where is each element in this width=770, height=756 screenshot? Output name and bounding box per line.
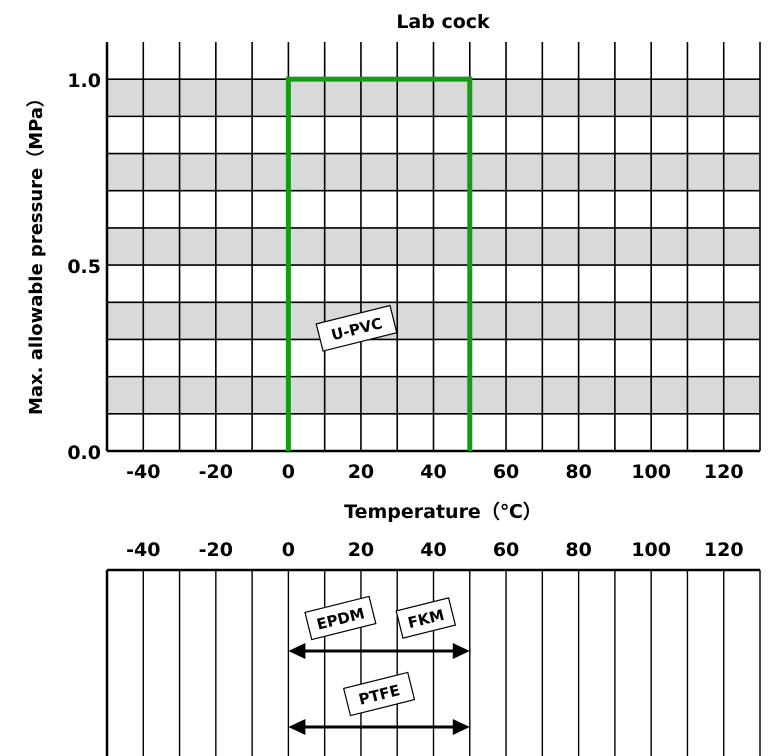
series-line [285, 76, 473, 451]
pressure-chart: Lab cock Max. allowable pressure（MPa） Te… [26, 11, 761, 523]
range-label-box [304, 595, 377, 641]
x-tick-label: 100 [631, 461, 671, 483]
y-tick-label: 0.0 [67, 442, 101, 464]
y-axis-label: Max. allowable pressure（MPa） [26, 89, 47, 415]
chart-title: Lab cock [396, 11, 490, 33]
lower-x-tick-label: 80 [565, 539, 591, 561]
range-arrow-head-right [452, 643, 470, 659]
lower-gridlines [105, 568, 761, 756]
lower-x-tick-label: -20 [199, 539, 233, 561]
x-tick-label: -40 [126, 461, 160, 483]
y-tick-labels: 0.0 0.5 1.0 [67, 70, 101, 464]
x-tick-label: 40 [420, 461, 446, 483]
lower-x-tick-label: 40 [420, 539, 446, 561]
range-arrow-head-right [452, 719, 470, 735]
x-tick-label: 0 [282, 461, 295, 483]
range-label-box [395, 597, 457, 639]
range-label: FKM [395, 597, 457, 639]
seal-material-chart: -40 -20 0 20 40 60 80 100 120 EPDM FKM PTFE [105, 539, 761, 756]
lower-x-tick-label: 120 [704, 539, 744, 561]
lower-x-tick-label: 60 [493, 539, 519, 561]
x-tick-label: -20 [199, 461, 233, 483]
range-arrow-head-left [288, 719, 306, 735]
y-tick-label: 1.0 [67, 70, 101, 92]
x-tick-labels: -40 -20 0 20 40 60 80 100 120 [126, 461, 743, 483]
range-label: EPDM [304, 595, 377, 641]
x-tick-label: 120 [704, 461, 744, 483]
lower-x-tick-labels: -40 -20 0 20 40 60 80 100 120 [126, 539, 743, 561]
range-layer: EPDM FKM PTFE [288, 595, 470, 735]
lower-x-tick-label: -40 [126, 539, 160, 561]
x-axis-label: Temperature（℃） [344, 500, 542, 523]
range-label-box [342, 671, 416, 717]
lower-x-tick-label: 20 [348, 539, 374, 561]
lower-x-tick-label: 0 [282, 539, 295, 561]
x-tick-label: 60 [493, 461, 519, 483]
range-label: PTFE [342, 671, 416, 717]
x-tick-label: 20 [348, 461, 374, 483]
series-layer: U-PVC [285, 76, 473, 451]
lower-x-tick-label: 100 [631, 539, 671, 561]
upper-gridlines [105, 42, 761, 453]
x-tick-label: 80 [565, 461, 591, 483]
series-label-box [315, 304, 398, 352]
y-tick-label: 0.5 [67, 256, 101, 278]
range-arrow-head-left [288, 643, 306, 659]
